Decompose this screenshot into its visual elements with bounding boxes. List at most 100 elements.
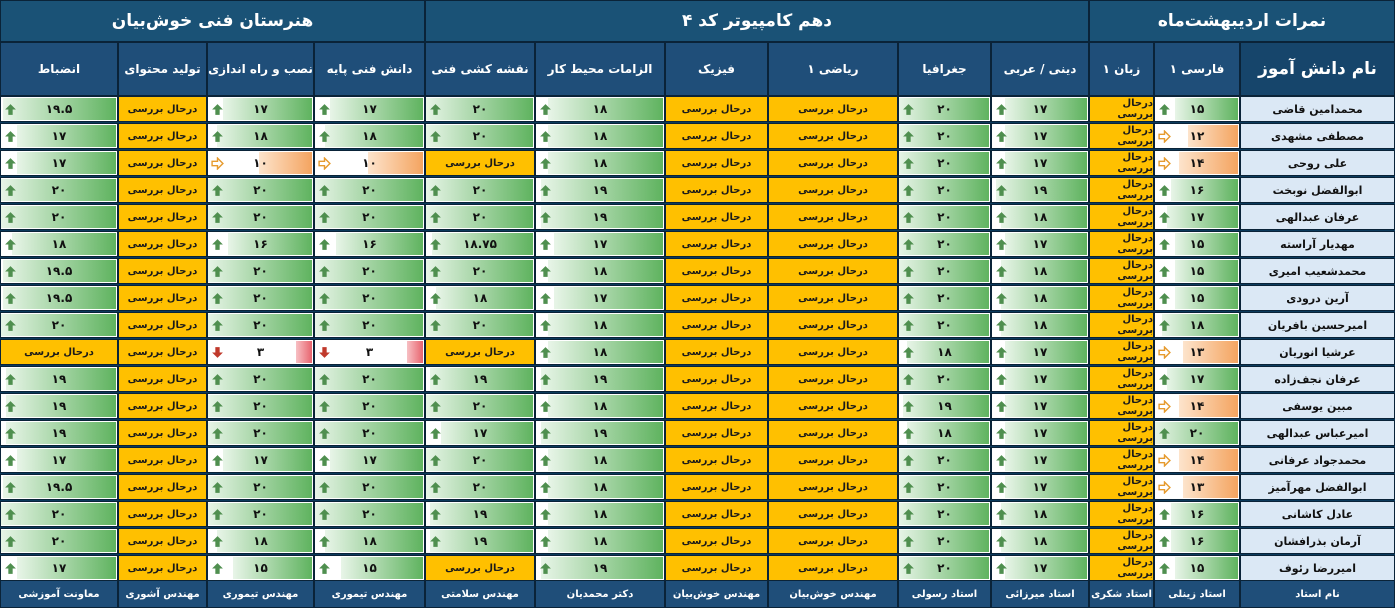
grade-value: ۱۴	[1189, 399, 1205, 413]
status-pending: درحال بررسی	[768, 96, 898, 122]
grade-cell: ۲۰	[425, 447, 535, 473]
status-pending: درحال بررسی	[1089, 123, 1154, 149]
status-pending: درحال بررسی	[425, 150, 535, 176]
grade-cell: ۲۰	[207, 258, 314, 284]
grade-cell: ۱۸	[535, 447, 665, 473]
grade-bar	[907, 341, 989, 363]
arrow-up-icon	[996, 158, 1007, 169]
grade-bar	[330, 98, 423, 120]
student-name: ابوالفضل نوبخت	[1240, 177, 1395, 203]
arrow-up-icon	[903, 212, 914, 223]
grade-cell: ۱۷	[991, 231, 1089, 257]
status-pending: درحال بررسی	[665, 123, 768, 149]
grade-bar	[17, 449, 116, 471]
grade-cell: ۲۰	[425, 123, 535, 149]
grade-value: ۱۵	[1189, 561, 1205, 575]
grade-value: ۲۰	[937, 210, 952, 224]
arrow-up-icon	[903, 320, 914, 331]
grade-bar	[548, 98, 663, 120]
arrow-up-icon	[212, 455, 223, 466]
grade-bar	[208, 314, 312, 336]
arrow-up-icon	[996, 131, 1007, 142]
arrow-up-icon	[996, 347, 1007, 358]
grade-value: ۲۰	[472, 129, 488, 143]
arrow-up-icon	[1159, 320, 1170, 331]
grade-cell: ۲۰	[314, 285, 425, 311]
grade-value: ۱۳	[1189, 480, 1205, 494]
grade-cell: ۱۹.۵	[0, 285, 118, 311]
grade-value: ۱۸	[1032, 264, 1048, 278]
grade-value: ۲۰	[472, 453, 488, 467]
grade-cell: ۱۸	[314, 123, 425, 149]
arrow-right-icon	[1158, 454, 1171, 467]
arrow-up-icon	[212, 374, 223, 385]
grade-bar	[6, 422, 116, 444]
grade-bar	[208, 503, 312, 525]
grade-cell: ۱۸	[991, 204, 1089, 230]
grade-value: ۲۰	[362, 480, 377, 494]
grade-cell: ۱۴	[1154, 447, 1240, 473]
grade-value: ۲۰	[937, 264, 952, 278]
grade-bar	[426, 98, 533, 120]
status-pending: درحال بررسی	[768, 393, 898, 419]
grade-bar	[899, 503, 989, 525]
arrow-up-icon	[5, 401, 16, 412]
grade-cell: ۱۳	[1154, 339, 1240, 365]
arrow-up-icon	[5, 293, 16, 304]
grade-bar	[17, 152, 116, 174]
grade-cell: ۲۰	[898, 312, 991, 338]
arrow-up-icon	[540, 293, 551, 304]
grade-cell: ۲۰	[207, 285, 314, 311]
grade-value: ۱۹	[592, 183, 608, 197]
grade-cell: ۳	[207, 339, 314, 365]
grade-cell: ۲۰	[207, 474, 314, 500]
grade-bar	[6, 395, 116, 417]
grade-cell: ۲۰	[425, 393, 535, 419]
grade-cell: ۱۶	[207, 231, 314, 257]
grade-cell: ۱۷	[991, 366, 1089, 392]
grade-cell: ۲۰	[207, 177, 314, 203]
arrow-up-icon	[996, 239, 1007, 250]
status-pending: درحال بررسی	[1089, 177, 1154, 203]
status-pending: درحال بررسی	[768, 258, 898, 284]
grade-cell: ۲۰	[898, 204, 991, 230]
status-pending: درحال بررسی	[665, 96, 768, 122]
arrow-up-icon	[212, 509, 223, 520]
arrow-up-icon	[5, 320, 16, 331]
status-pending: درحال بررسی	[665, 528, 768, 554]
grade-value: ۲۰	[253, 372, 268, 386]
grade-value: ۲۰	[253, 318, 268, 332]
grade-cell: ۱۹	[535, 204, 665, 230]
grade-bar	[1179, 449, 1238, 471]
arrow-up-icon	[903, 482, 914, 493]
grade-value: ۲۰	[51, 318, 67, 332]
student-name: محمدجواد عرفانی	[1240, 447, 1395, 473]
grade-value: ۱۹.۵	[45, 264, 73, 278]
status-pending: درحال بررسی	[665, 312, 768, 338]
grade-value: ۲۰	[937, 480, 952, 494]
arrow-up-icon	[430, 320, 441, 331]
arrow-up-icon	[540, 239, 551, 250]
grade-bar	[1005, 449, 1087, 471]
grade-value: ۱۸	[592, 507, 608, 521]
grade-bar	[315, 260, 423, 282]
grade-cell: ۲۰	[1154, 420, 1240, 446]
grade-value: ۱۹	[592, 561, 608, 575]
grade-cell: ۲۰	[207, 312, 314, 338]
grade-value: ۱۸	[592, 453, 608, 467]
arrow-up-icon	[430, 536, 441, 547]
grade-bar	[208, 179, 312, 201]
teacher-name: مهندس تیموری	[314, 580, 425, 608]
arrow-up-icon	[5, 482, 16, 493]
grade-cell: ۱۷	[991, 339, 1089, 365]
grade-value: ۱۷	[51, 561, 67, 575]
grade-bar	[296, 341, 312, 363]
grade-cell: ۱۹	[0, 366, 118, 392]
grade-value: ۲۰	[362, 183, 377, 197]
arrow-up-icon	[430, 482, 441, 493]
student-name: امیررضا رئوف	[1240, 555, 1395, 581]
status-pending: درحال بررسی	[665, 366, 768, 392]
student-name: عادل کاشانی	[1240, 501, 1395, 527]
grade-value: ۲۰	[937, 156, 952, 170]
